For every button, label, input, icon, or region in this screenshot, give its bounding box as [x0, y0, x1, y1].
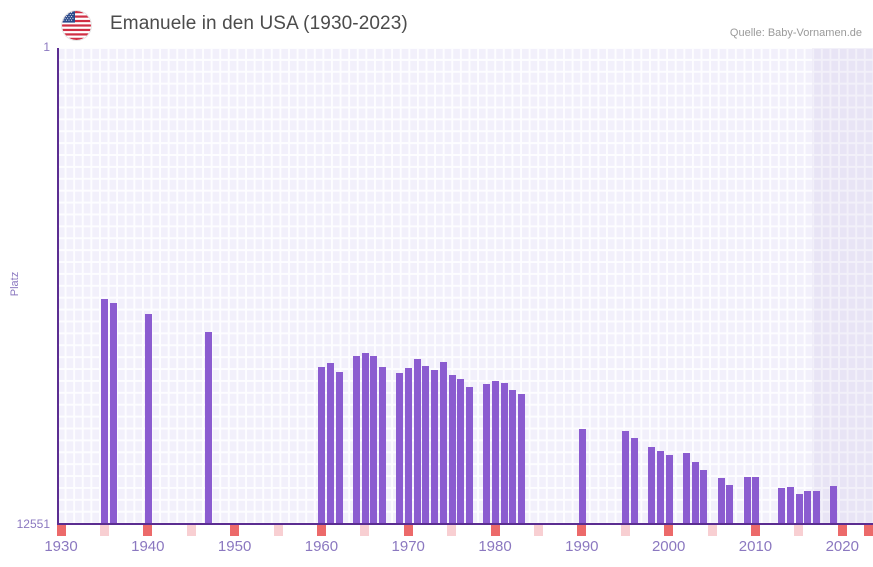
x-axis-tick-mark: [837, 525, 847, 536]
x-axis-tick-label: 1970: [391, 538, 425, 555]
bar: [144, 314, 152, 524]
bar: [205, 332, 213, 524]
bar: [813, 490, 821, 524]
x-axis-tick-label: 1940: [131, 538, 165, 555]
bar: [795, 494, 803, 524]
x-axis-tick-mark: [863, 525, 873, 536]
bar: [682, 453, 690, 524]
bar: [830, 486, 838, 524]
x-axis-tick-mark: [490, 525, 500, 536]
bar: [752, 476, 760, 524]
x-axis-tick-label: 1930: [44, 538, 78, 555]
bar: [656, 451, 664, 524]
plot-area: [57, 48, 873, 524]
x-axis-line: [57, 523, 873, 525]
bar: [405, 367, 413, 524]
x-axis-tick-mark: [620, 525, 630, 536]
bar: [787, 487, 795, 524]
bar: [370, 355, 378, 524]
bar: [804, 490, 812, 524]
x-axis-tick-mark: [750, 525, 760, 536]
bar: [517, 393, 525, 524]
x-axis-tick-mark: [99, 525, 109, 536]
x-axis-tick-label: 1980: [478, 538, 512, 555]
x-axis-tick-label: 2000: [651, 538, 686, 555]
bar: [109, 302, 117, 524]
x-axis-tick-labels: 1930 1940 1950 1960 1970 1980 1990 2000 2010 2020: [0, 538, 873, 563]
x-axis-tick-marks: [56, 525, 873, 537]
page-title: Emanuele in den USA (1930-2023): [110, 13, 408, 34]
x-axis-tick-mark: [794, 525, 804, 536]
bar: [578, 428, 586, 524]
bar: [743, 476, 751, 524]
bar: [500, 382, 508, 524]
bar: [622, 430, 630, 524]
y-axis-tick-top: 1: [43, 40, 50, 54]
x-axis-tick-mark: [707, 525, 717, 536]
bar: [361, 352, 369, 524]
source-attribution: Quelle: Baby-Vornamen.de: [729, 27, 862, 39]
x-axis-tick-mark: [186, 525, 196, 536]
x-axis-tick-label: 1950: [217, 538, 252, 555]
bar: [422, 365, 430, 524]
us-flag-circle-icon: [62, 11, 91, 40]
y-axis-line: [57, 48, 59, 525]
x-axis-tick-mark: [664, 525, 674, 536]
bar: [379, 366, 387, 524]
bar: [483, 384, 491, 524]
x-axis-tick-mark: [577, 525, 587, 536]
bar: [396, 373, 404, 524]
x-axis-tick-label: 2020: [825, 538, 859, 555]
bar-series: [57, 48, 873, 524]
bar: [665, 454, 673, 524]
x-axis-tick-mark: [533, 525, 543, 536]
bar: [101, 299, 109, 524]
bar: [717, 477, 725, 524]
bar: [448, 375, 456, 524]
x-axis-tick-mark: [403, 525, 413, 536]
bar: [691, 461, 699, 524]
x-axis-tick-mark: [316, 525, 326, 536]
bar: [648, 446, 656, 524]
bar: [318, 366, 326, 524]
bar: [335, 371, 343, 524]
bar: [465, 387, 473, 524]
x-axis-tick-mark: [360, 525, 370, 536]
x-axis-tick-mark: [143, 525, 153, 536]
x-axis-tick-mark: [230, 525, 240, 536]
bar: [491, 380, 499, 524]
y-axis-tick-bottom: 12551: [16, 517, 50, 531]
bar: [630, 438, 638, 524]
x-axis-tick-mark: [56, 525, 66, 536]
shaded-future-region: [812, 48, 873, 524]
bar: [353, 355, 361, 524]
x-axis-tick-label: 1990: [565, 538, 599, 555]
x-axis-tick-label: 2010: [738, 538, 773, 555]
bar: [700, 470, 708, 524]
bar: [327, 362, 334, 524]
bar: [778, 487, 786, 524]
y-axis-title: Platz: [9, 271, 21, 297]
x-axis-tick-label: 1960: [304, 538, 339, 555]
x-axis-tick-mark: [273, 525, 283, 536]
bar: [726, 484, 734, 524]
x-axis-tick-mark: [447, 525, 457, 536]
chart-header: Emanuele in den USA (1930-2023) Quelle: …: [0, 0, 873, 48]
bar: [439, 362, 447, 524]
bar: [457, 379, 465, 524]
bar: [413, 358, 421, 524]
grid-lines: [57, 48, 873, 524]
bar: [509, 389, 517, 524]
bar: [431, 369, 439, 524]
